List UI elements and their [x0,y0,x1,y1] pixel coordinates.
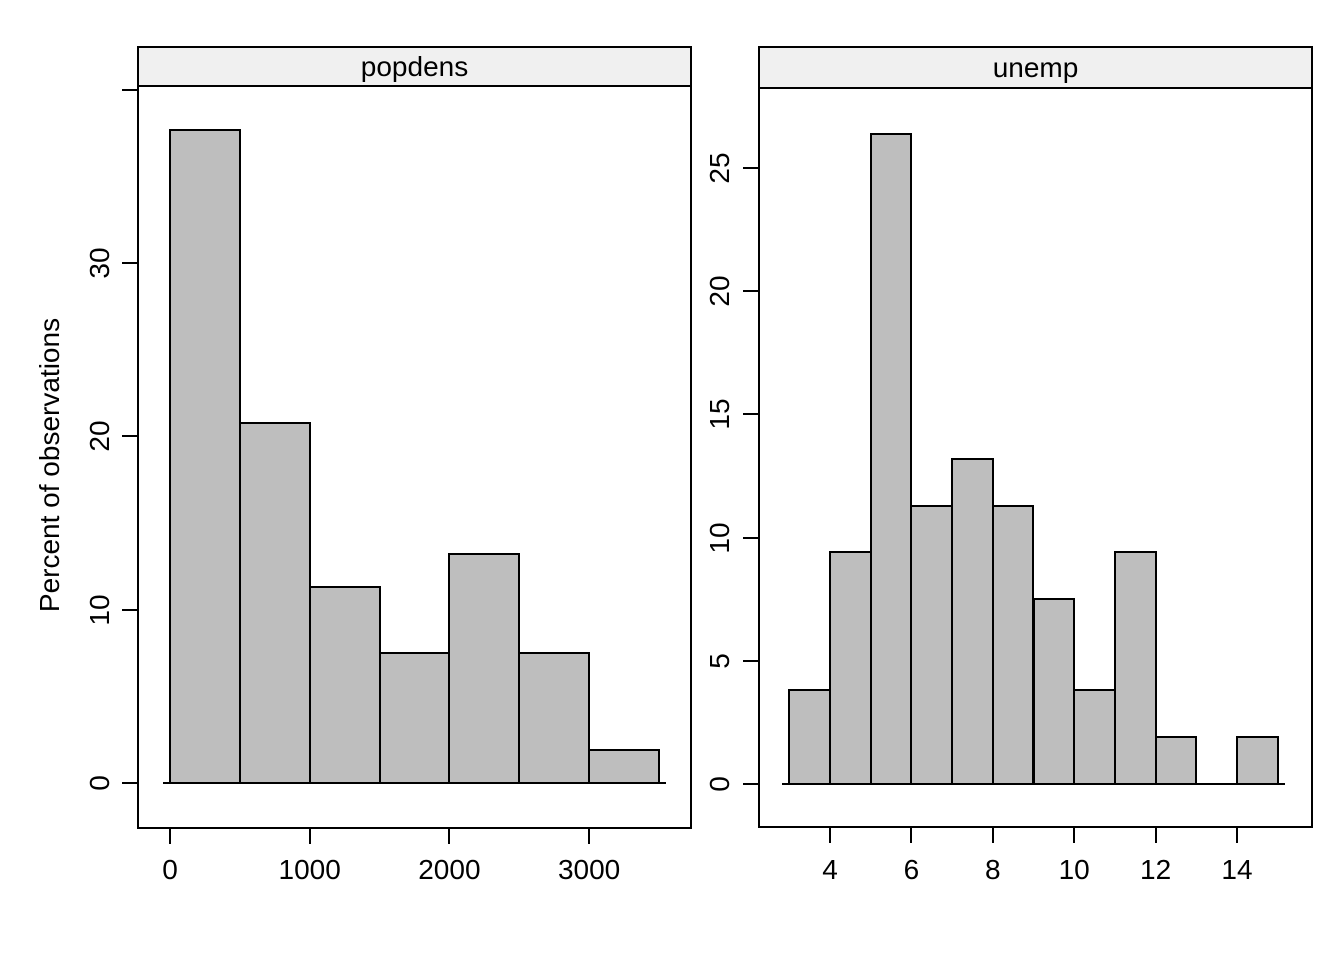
x-axis-tick-label: 8 [985,854,1001,885]
x-axis-tick-label: 14 [1221,854,1253,885]
x-axis-tick [308,829,311,844]
y-axis-tick [743,167,758,169]
x-axis-tick-label: 1000 [278,854,341,885]
y-axis-tick-label: 5 [704,653,735,669]
histogram-bar [1236,736,1279,785]
x-axis-tick-label: 0 [162,854,178,885]
x-axis-tick [169,829,171,844]
y-axis-tick [743,783,758,785]
x-axis-tick [1154,828,1157,843]
histogram-bar [1113,551,1157,785]
x-axis-tick [448,829,451,844]
x-axis-tick-label: 3000 [557,854,621,885]
y-axis-tick-label: 20 [84,420,115,452]
y-axis-tick [122,262,137,265]
y-axis-tick [122,435,137,438]
x-axis-tick [991,828,994,843]
y-axis-tick-label: 20 [704,275,735,307]
histogram-bar [448,553,521,784]
panel-strip-popdens: popdens [137,46,692,87]
histogram-bar [518,652,591,784]
histogram-bar [788,689,831,785]
y-axis-tick [743,413,758,416]
x-axis-tick-label: 4 [822,854,838,885]
x-axis-tick-label: 12 [1140,854,1172,885]
x-axis-tick-label: 6 [903,854,920,885]
y-axis-tick-label: 30 [84,247,115,279]
x-axis-tick [910,828,913,843]
panel-strip-unemp: unemp [758,46,1313,89]
histogram-bar [869,132,913,785]
histogram-bar [238,421,311,784]
histogram-bar [910,504,954,785]
y-axis-tick-label: 25 [704,152,735,184]
x-axis-tick [1236,828,1238,843]
x-axis-tick-label: 10 [1058,854,1090,885]
panel-title-popdens: popdens [360,50,469,82]
histogram-bar [378,652,451,784]
y-axis-title: Percent of observations [34,317,65,613]
histogram-bar [588,749,660,784]
histogram-bar [951,457,994,785]
histogram-bar [169,128,241,784]
y-axis-tick [743,659,758,662]
y-axis-tick [743,290,758,293]
y-axis-tick [122,782,137,784]
x-axis-tick [1073,828,1076,843]
y-axis-tick-label: 0 [704,776,735,792]
x-axis-tick-label: 2000 [418,854,481,885]
histogram-bar [829,551,872,785]
y-axis-tick [122,608,137,611]
histogram-bar [1073,689,1116,785]
histogram-bar [1032,598,1076,785]
y-axis-tick [743,536,758,539]
histogram-bar [308,586,381,784]
y-axis-tick-label: 10 [84,594,115,626]
y-axis-tick [122,88,137,91]
histogram-bar [1154,736,1198,785]
histogram-bar [991,504,1035,785]
x-axis-tick [829,828,831,843]
y-axis-tick-label: 0 [84,775,115,791]
x-axis-tick [588,829,591,844]
panel-title-unemp: unemp [992,51,1079,83]
y-axis-tick-label: 10 [704,522,735,554]
y-axis-tick-label: 15 [704,398,735,430]
